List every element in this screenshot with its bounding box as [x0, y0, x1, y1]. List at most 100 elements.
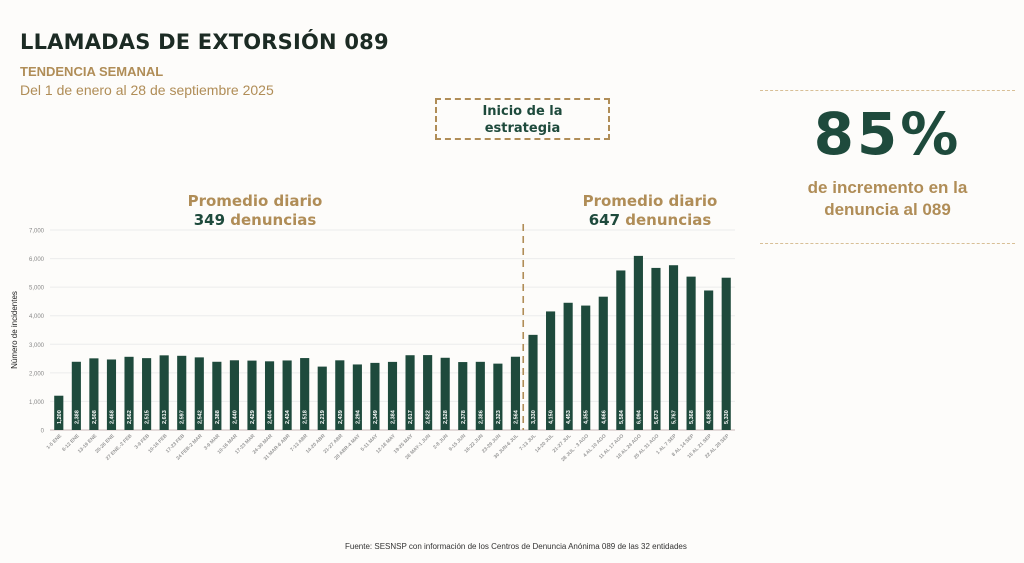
bar	[668, 265, 679, 430]
bar-value-label: 2,617	[408, 410, 414, 424]
bar-value-label: 2,562	[127, 410, 133, 424]
y-tick-label: 4,000	[29, 314, 45, 320]
bar	[159, 355, 169, 430]
y-tick-label: 3,000	[29, 343, 45, 349]
bar	[721, 277, 731, 430]
bar	[71, 361, 81, 430]
bar	[229, 360, 239, 430]
bar-value-label: 2,528	[443, 410, 449, 424]
y-tick-label: 0	[41, 429, 45, 435]
bar-value-label: 2,384	[391, 409, 397, 424]
bar-value-label: 2,439	[338, 410, 344, 424]
average-after: Promedio diario 647 denuncias	[565, 192, 735, 230]
bar-value-label: 2,564	[513, 409, 519, 424]
bar	[440, 357, 450, 430]
bar	[352, 364, 362, 430]
page-title: LLAMADAS DE EXTORSIÓN 089	[20, 30, 389, 54]
increase-line2: denuncia al 089	[824, 200, 951, 219]
bar	[633, 255, 643, 430]
bar-value-label: 2,515	[145, 410, 151, 424]
average-after-unit: denuncias	[625, 211, 712, 229]
bar-value-label: 5,767	[672, 410, 678, 424]
bar	[335, 360, 345, 430]
bar	[247, 360, 257, 430]
source-note: Fuente: SESNSP con información de los Ce…	[345, 542, 687, 551]
bar	[89, 358, 99, 430]
bar-value-label: 5,330	[724, 410, 730, 424]
bar-value-label: 4,355	[584, 410, 590, 424]
bar-value-label: 5,673	[654, 410, 660, 424]
bar	[177, 355, 187, 430]
bar	[528, 334, 538, 430]
bar-value-label: 4,150	[549, 410, 555, 424]
bar	[616, 270, 626, 430]
bar	[194, 357, 204, 430]
bar	[124, 356, 134, 430]
bar	[546, 311, 556, 430]
average-before-number: 349	[193, 211, 226, 229]
strategy-annotation: Inicio de la estrategia	[435, 98, 610, 140]
average-before-label: Promedio diario	[187, 192, 323, 210]
bar	[106, 359, 117, 430]
bar	[370, 362, 380, 430]
date-range: Del 1 de enero al 28 de septiembre 2025	[20, 82, 274, 98]
bar-value-label: 2,378	[461, 410, 467, 424]
bar-value-label: 5,584	[619, 409, 625, 424]
bar-value-label: 2,294	[355, 409, 361, 424]
average-after-label: Promedio diario	[582, 192, 718, 210]
page-subtitle: TENDENCIA SEMANAL	[20, 64, 164, 79]
bar-value-label: 2,597	[180, 410, 186, 424]
bar-value-label: 2,429	[250, 410, 256, 424]
bar-value-label: 2,349	[373, 410, 379, 424]
bar-value-label: 2,622	[426, 410, 432, 424]
increase-stat: 85% de incremento en la denuncia al 089	[760, 90, 1015, 244]
bar	[510, 356, 521, 430]
bar-value-label: 2,219	[320, 410, 326, 424]
bar-value-label: 4,666	[601, 410, 607, 424]
bar	[54, 395, 64, 430]
bar-value-label: 2,508	[92, 410, 98, 424]
bar-value-label: 2,542	[197, 410, 203, 424]
bar-value-label: 4,453	[566, 410, 572, 424]
bar-value-label: 2,388	[74, 410, 80, 424]
bar	[598, 296, 608, 430]
y-axis-label: Número de incidentes	[10, 291, 19, 369]
bar-value-label: 3,330	[531, 410, 537, 424]
bar-value-label: 6,094	[636, 409, 642, 424]
bar-value-label: 4,883	[707, 410, 713, 424]
bar-value-label: 2,440	[232, 410, 238, 424]
bar	[142, 358, 152, 430]
bar	[212, 361, 222, 430]
bar-value-label: 2,613	[162, 410, 168, 424]
bar	[686, 276, 696, 430]
bar-value-label: 2,434	[285, 409, 291, 424]
strategy-line2: estrategia	[484, 121, 561, 136]
bar	[264, 361, 275, 430]
bar	[704, 290, 714, 430]
bar-value-label: 2,468	[109, 410, 115, 424]
bar	[563, 302, 573, 430]
bar-value-label: 1,200	[57, 410, 63, 424]
bar-chart: 0 1,000 2,000 3,000 4,000 5,000 6,000 7,000 Núme…	[10, 220, 735, 463]
bar-value-label: 2,323	[496, 410, 502, 424]
increase-value: 85%	[813, 100, 962, 168]
average-after-number: 647	[588, 211, 621, 229]
bar-value-label: 5,368	[689, 410, 695, 424]
bar-value-label: 2,388	[215, 410, 221, 424]
bar	[282, 360, 292, 430]
increase-line1: de incremento en la	[807, 178, 968, 197]
bar-value-label: 2,386	[478, 410, 484, 424]
bar	[423, 355, 433, 430]
bar	[493, 363, 503, 430]
average-before: Promedio diario 349 denuncias	[170, 192, 340, 230]
bar-value-label: 2,404	[268, 409, 274, 424]
strategy-line1: Inicio de la	[482, 104, 563, 119]
y-tick-label: 5,000	[29, 286, 45, 292]
bar	[581, 305, 591, 430]
bar	[405, 355, 415, 430]
y-tick-label: 1,000	[29, 400, 45, 406]
bar	[475, 361, 485, 430]
average-before-unit: denuncias	[230, 211, 317, 229]
bar	[317, 366, 327, 430]
bar	[387, 361, 398, 430]
